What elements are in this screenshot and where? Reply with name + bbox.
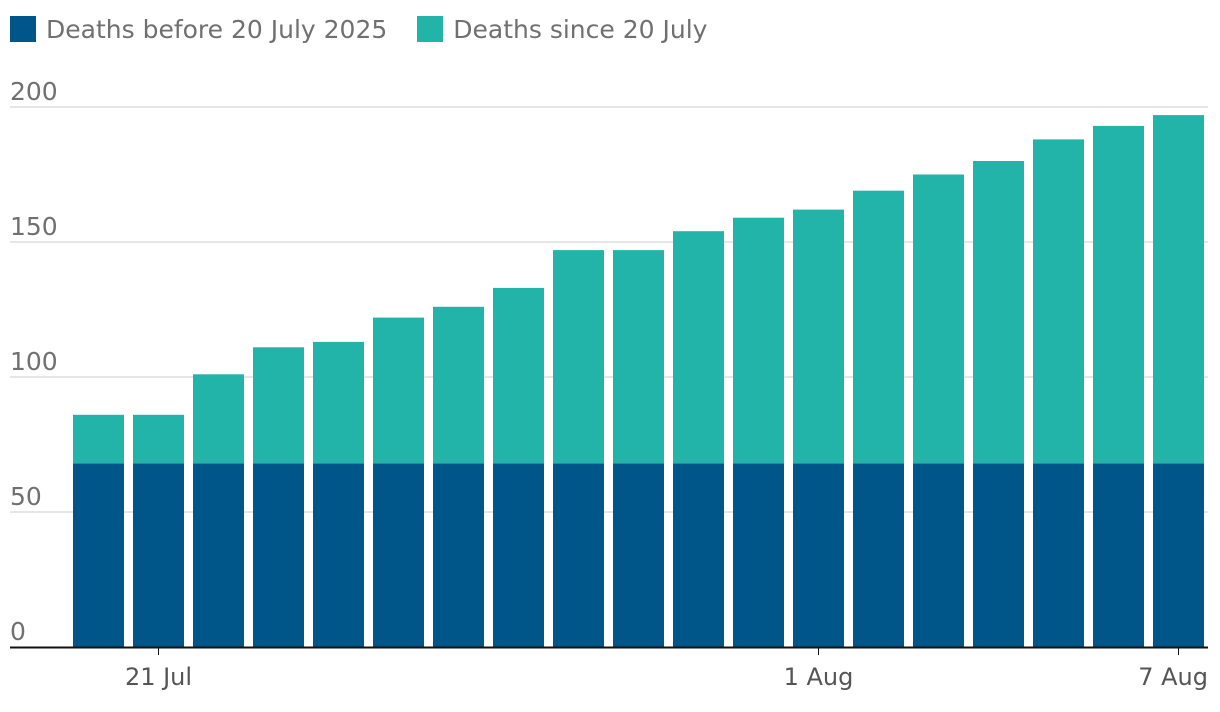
- x-tick-label: 7 Aug: [1138, 663, 1208, 691]
- bar-deaths-since: [313, 341, 364, 464]
- y-tick-label: 50: [10, 482, 42, 511]
- bar-deaths-before: [613, 463, 664, 647]
- bar-deaths-since: [853, 190, 904, 464]
- bar-deaths-before: [1093, 463, 1144, 647]
- legend-label-before: Deaths before 20 July 2025: [46, 14, 388, 44]
- bar-deaths-before: [553, 463, 604, 647]
- bar-deaths-before: [313, 463, 364, 647]
- bar-deaths-since: [133, 414, 184, 464]
- bar-deaths-since: [373, 317, 424, 464]
- bar-deaths-since: [973, 161, 1024, 464]
- bar-deaths-before: [1033, 463, 1084, 647]
- bar-deaths-before: [793, 463, 844, 647]
- bar-deaths-before: [733, 463, 784, 647]
- legend-swatch-before: [10, 16, 36, 42]
- bar-deaths-since: [553, 250, 604, 464]
- bar-deaths-since: [73, 414, 124, 464]
- bar-deaths-before: [493, 463, 544, 647]
- bar-deaths-before: [853, 463, 904, 647]
- y-tick-label: 100: [10, 347, 58, 376]
- y-tick-label: 150: [10, 212, 58, 241]
- bar-deaths-before: [1153, 463, 1204, 647]
- bar-deaths-since: [493, 287, 544, 464]
- bar-deaths-before: [193, 463, 244, 647]
- bar-deaths-since: [1033, 139, 1084, 464]
- bar-deaths-since: [613, 250, 664, 464]
- y-tick-label: 200: [10, 77, 58, 106]
- x-tick-label: 21 Jul: [125, 663, 192, 691]
- bar-deaths-since: [733, 217, 784, 464]
- bar-deaths-before: [973, 463, 1024, 647]
- bar-deaths-since: [253, 347, 304, 464]
- bar-deaths-before: [433, 463, 484, 647]
- legend-item-before: Deaths before 20 July 2025: [10, 15, 387, 44]
- x-tick-label: 1 Aug: [784, 663, 854, 691]
- bar-deaths-before: [673, 463, 724, 647]
- bar-deaths-before: [373, 463, 424, 647]
- bar-deaths-since: [1153, 115, 1204, 464]
- bar-deaths-since: [433, 306, 484, 464]
- chart-legend: Deaths before 20 July 2025 Deaths since …: [10, 12, 737, 46]
- bar-deaths-since: [913, 174, 964, 464]
- legend-swatch-since: [417, 16, 444, 42]
- bar-deaths-before: [253, 463, 304, 647]
- bar-deaths-before: [913, 463, 964, 647]
- bar-deaths-since: [793, 209, 844, 464]
- bar-deaths-since: [673, 231, 724, 464]
- legend-item-since: Deaths since 20 July: [417, 15, 707, 44]
- legend-label-since: Deaths since 20 July: [453, 14, 708, 44]
- bar-deaths-since: [1093, 125, 1144, 464]
- bar-deaths-since: [193, 374, 244, 464]
- bar-deaths-before: [73, 463, 124, 647]
- y-tick-label: 0: [10, 617, 26, 646]
- bar-deaths-before: [133, 463, 184, 647]
